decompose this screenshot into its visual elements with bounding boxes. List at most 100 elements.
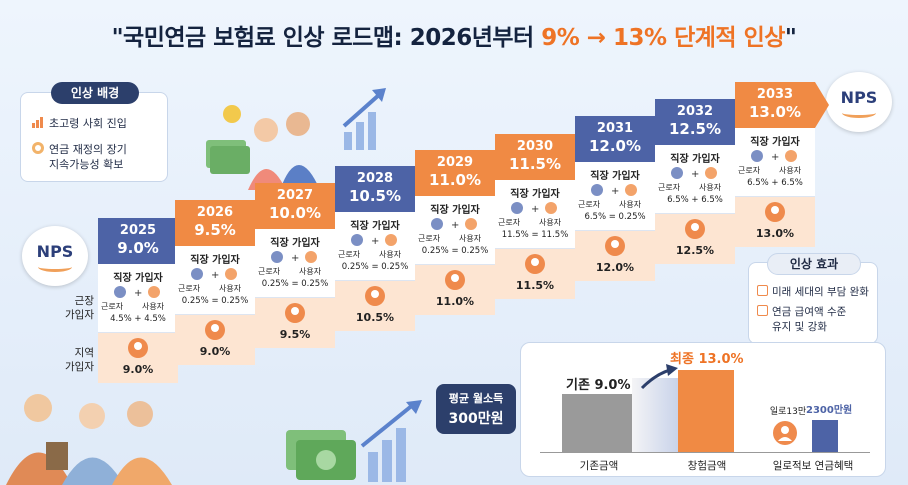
- rate-step-2027: 2027 10.0% 직장 가입자 + 근로자 사용자 0.25% = 0.25% 9.5%: [255, 183, 349, 485]
- step-rate: 12.0%: [588, 137, 642, 155]
- regional-person-icon: [445, 270, 465, 290]
- employer-icon: [225, 268, 237, 280]
- regional-card: 9.5%: [255, 298, 335, 348]
- contribution-split: 0.25% = 0.25%: [261, 279, 329, 289]
- employee-label: 근로자: [101, 302, 124, 311]
- check-icon: [757, 305, 768, 316]
- chart-icon: [31, 115, 45, 129]
- regional-person-icon: [365, 286, 385, 306]
- effects-item-continued: 유지 및 강화: [772, 321, 827, 333]
- employer-icon: [305, 251, 317, 263]
- employee-icon: [114, 286, 126, 298]
- step-rate: 9.0%: [117, 239, 159, 257]
- income-value: 300만원: [448, 411, 504, 427]
- step-rate: 12.5%: [668, 120, 722, 138]
- step-rate: 9.5%: [194, 221, 236, 239]
- before-label: 기존금액: [579, 460, 619, 472]
- background-item: 초고령 사회 진입: [31, 115, 127, 131]
- growth-gradient: [632, 378, 678, 452]
- plus-icon: +: [611, 186, 620, 197]
- employee-label: 근로자: [658, 183, 681, 192]
- employer-label: 사용자: [539, 218, 562, 227]
- family-illustration-icon: [0, 380, 190, 485]
- row-label-regional: 지역 가입자: [56, 346, 94, 374]
- employee-label: 근로자: [258, 267, 281, 276]
- employee-label: 근로자: [178, 284, 201, 293]
- contribution-split: 6.5% + 6.5%: [747, 178, 803, 188]
- step-header: 2029 11.0%: [415, 150, 509, 196]
- step-rate: 13.0%: [748, 103, 802, 121]
- step-year: 2032: [676, 104, 714, 119]
- employer-label: 사용자: [219, 284, 242, 293]
- employee-label: 근로자: [738, 166, 761, 175]
- employer-label: 사용자: [619, 200, 642, 209]
- step-header: 2025 9.0%: [98, 218, 192, 264]
- employer-label: 사용자: [459, 234, 482, 243]
- regional-person-icon: [285, 303, 305, 323]
- employer-icon: [465, 218, 477, 230]
- workplace-card: 직장 가입자 + 근로자 사용자 0.25% = 0.25%: [175, 246, 255, 315]
- regional-rate: 11.5%: [515, 279, 555, 292]
- workplace-label: 직장 가입자: [750, 137, 800, 148]
- employee-icon: [431, 218, 443, 230]
- workplace-card: 직장 가입자 + 근로자 사용자 0.25% = 0.25%: [335, 212, 415, 281]
- effects-panel: 인상 효과 미래 세대의 부담 완화 연금 급여액 수준 유지 및 강화: [748, 253, 878, 344]
- workplace-card: 직장 가입자 + 근로자 사용자 0.25% = 0.25%: [415, 196, 495, 265]
- rate-step-2032: 2032 12.5% 직장 가입자 + 근로자 사용자 6.5% + 6.5% 12.5%: [655, 99, 749, 485]
- chart-baseline: [540, 452, 870, 453]
- step-header: 2032 12.5%: [655, 99, 749, 145]
- regional-card: 9.0%: [175, 315, 255, 365]
- row-label-line: 지역: [74, 347, 94, 359]
- regional-person-icon: [205, 320, 225, 340]
- title-highlight: 9% → 13% 단계적 인상: [541, 25, 785, 51]
- workplace-label: 직장 가입자: [430, 205, 480, 216]
- title-suffix: ": [784, 25, 797, 51]
- background-item-text: 연금 재정의 장기: [49, 143, 127, 156]
- employer-icon: [545, 202, 557, 214]
- background-panel: 인상 배경 초고령 사회 진입 연금 재정의 장기 지속가능성 확보: [20, 82, 168, 182]
- step-header: 2027 10.0%: [255, 183, 349, 229]
- regional-card: 9.0%: [98, 333, 178, 383]
- effects-item-text: 미래 세대의 부담 완화: [772, 286, 869, 298]
- employer-icon: [785, 150, 797, 162]
- workplace-label: 직장 가입자: [270, 238, 320, 249]
- employee-icon: [671, 167, 683, 179]
- step-year: 2025: [119, 223, 157, 238]
- regional-card: 13.0%: [735, 197, 815, 247]
- step-year: 2026: [196, 205, 234, 220]
- logo-arc-icon: [842, 108, 876, 118]
- employer-label: 사용자: [699, 183, 722, 192]
- step-header: 2030 11.5%: [495, 134, 589, 180]
- employee-icon: [271, 251, 283, 263]
- plus-icon: +: [291, 253, 300, 264]
- employee-icon: [591, 184, 603, 196]
- average-income-badge: 평균 월소득 300만원: [436, 384, 516, 434]
- lifetime-label: 일로적보 연금혜택: [772, 460, 854, 472]
- employee-label: 근로자: [578, 200, 601, 209]
- employee-icon: [351, 234, 363, 246]
- rate-step-2029: 2029 11.0% 직장 가입자 + 근로자 사용자 0.25% = 0.25% 11.0%: [415, 150, 509, 485]
- after-bar: [678, 370, 734, 452]
- step-rate: 11.0%: [428, 171, 482, 189]
- contribution-split: 0.25% = 0.25%: [181, 296, 249, 306]
- effects-item-text: 연금 급여액 수준: [772, 306, 847, 318]
- employer-icon: [385, 234, 397, 246]
- employee-label: 근로자: [418, 234, 441, 243]
- workplace-label: 직장 가입자: [190, 255, 240, 266]
- nps-logo-text: NPS: [840, 88, 878, 107]
- step-year: 2028: [356, 171, 394, 186]
- workplace-card: 직장 가입자 + 근로자 사용자 6.5% + 6.5%: [735, 128, 815, 197]
- step-rate: 11.5%: [508, 155, 562, 173]
- step-header: 2026 9.5%: [175, 200, 269, 246]
- effects-item: 미래 세대의 부담 완화: [757, 285, 869, 299]
- background-item: 연금 재정의 장기: [31, 141, 127, 157]
- regional-card: 10.5%: [335, 281, 415, 331]
- employee-label: 근로자: [498, 218, 521, 227]
- money-illustration-icon: [282, 400, 432, 485]
- contribution-split: 6.5% + 6.5%: [667, 195, 723, 205]
- regional-person-icon: [605, 236, 625, 256]
- rate-step-2025: 2025 9.0% 직장 가입자 + 근로자 사용자 4.5% + 4.5% 9.0%: [98, 218, 192, 485]
- logo-arc-icon: [38, 262, 72, 272]
- growth-arrow-icon: [340, 82, 400, 152]
